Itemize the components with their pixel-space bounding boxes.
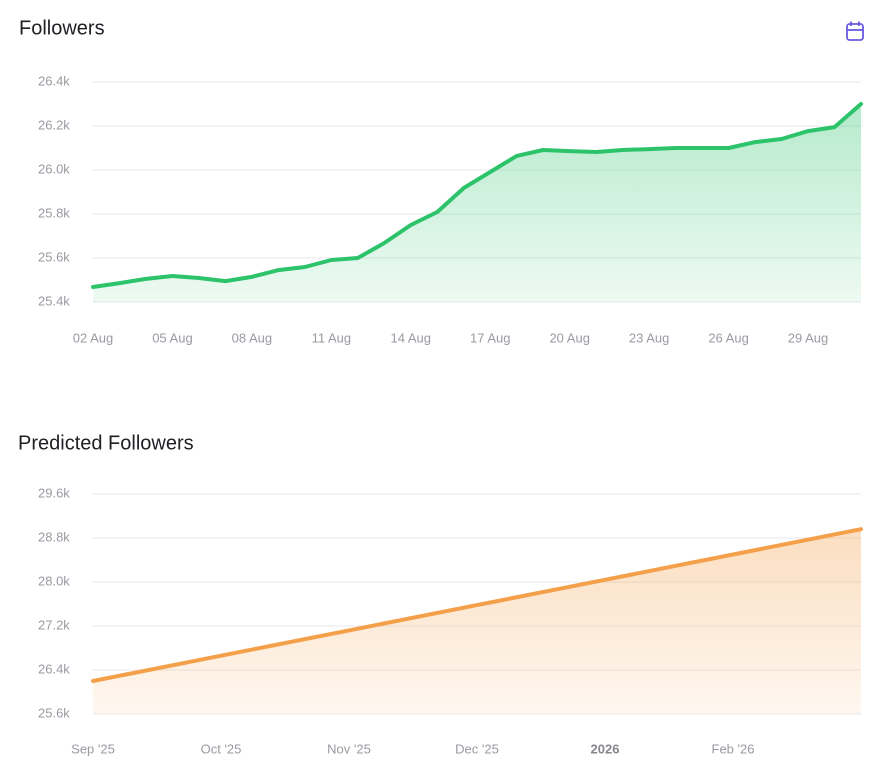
- y-tick-label: 25.6k: [38, 249, 70, 264]
- x-tick-label: 23 Aug: [629, 330, 670, 345]
- y-tick-label: 28.0k: [38, 573, 70, 588]
- x-tick-label: 26 Aug: [708, 330, 749, 345]
- x-tick-label: Sep '25: [71, 741, 115, 756]
- y-tick-label: 25.4k: [38, 293, 70, 308]
- y-tick-label: 25.6k: [38, 705, 70, 720]
- y-tick-label: 26.4k: [38, 73, 70, 88]
- y-tick-label: 26.4k: [38, 661, 70, 676]
- chart-title: Predicted Followers: [18, 432, 194, 454]
- x-tick-label: 29 Aug: [788, 330, 829, 345]
- x-tick-label: 05 Aug: [152, 330, 193, 345]
- y-tick-label: 27.2k: [38, 617, 70, 632]
- chart-title: Followers: [19, 17, 105, 39]
- x-tick-label: 20 Aug: [549, 330, 590, 345]
- y-tick-label: 28.8k: [38, 529, 70, 544]
- x-tick-label: Nov '25: [327, 741, 371, 756]
- line: [91, 102, 863, 289]
- x-tick-label: Oct '25: [201, 741, 242, 756]
- x-tick-label: 2026: [591, 741, 620, 756]
- x-tick-label: 17 Aug: [470, 330, 511, 345]
- x-tick-label: 14 Aug: [391, 330, 432, 345]
- y-tick-label: 29.6k: [38, 485, 70, 500]
- area: [93, 104, 861, 302]
- x-tick-label: 02 Aug: [73, 330, 114, 345]
- y-tick-label: 26.2k: [38, 117, 70, 132]
- line: [91, 527, 863, 683]
- x-tick-label: 08 Aug: [232, 330, 273, 345]
- x-tick-label: 11 Aug: [312, 330, 352, 345]
- x-tick-label: Feb '26: [712, 741, 755, 756]
- y-tick-label: 25.8k: [38, 205, 70, 220]
- calendar-icon[interactable]: [846, 21, 864, 41]
- x-tick-label: Dec '25: [455, 741, 499, 756]
- area: [93, 529, 861, 714]
- y-tick-label: 26.0k: [38, 161, 70, 176]
